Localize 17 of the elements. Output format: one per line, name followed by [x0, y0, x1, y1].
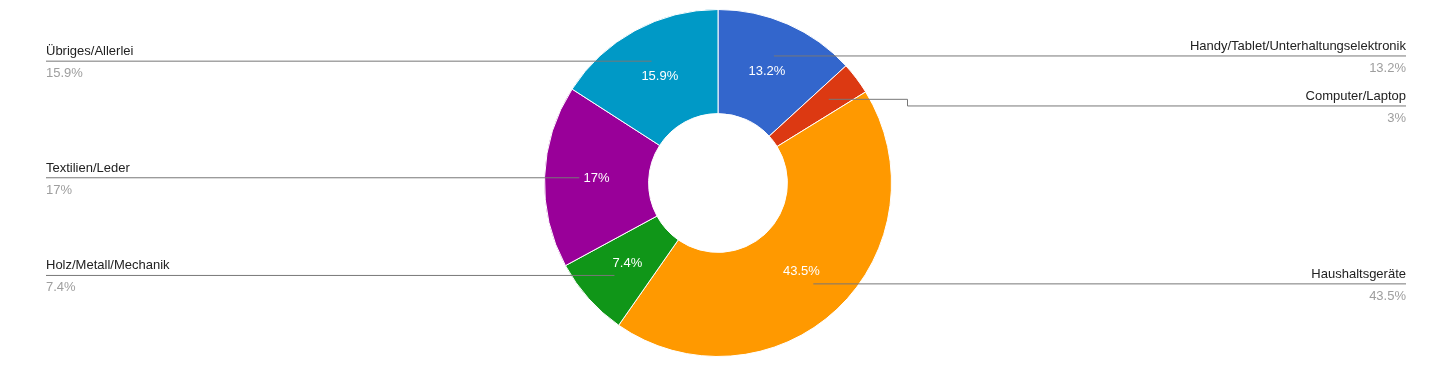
text: 7.4%	[46, 279, 76, 295]
data-label: 7.4%	[612, 255, 643, 271]
text: 17%	[46, 181, 73, 197]
data-label: 13.2%	[748, 63, 786, 79]
text: 43.5%	[1369, 287, 1406, 303]
slice-label: Holz/Metall/Mechanik	[46, 257, 171, 273]
data-label: 43.5%	[782, 262, 821, 278]
text: 15.9%	[46, 65, 83, 81]
slice-label: Handy/Tablet/Unterhaltungselektronik	[1189, 37, 1407, 53]
slice-label: Übriges/Allerlei	[46, 43, 134, 59]
data-label: 17%	[583, 170, 611, 185]
data-label: 15.9%	[641, 67, 679, 83]
text: 13.2%	[1369, 59, 1406, 75]
slice-label: Haushaltsgeräte	[1311, 265, 1406, 281]
slice-label: Textilien/Leder	[46, 159, 131, 175]
data-label: 3%	[1387, 109, 1407, 125]
slice-label: Computer/Laptop	[1305, 87, 1406, 103]
